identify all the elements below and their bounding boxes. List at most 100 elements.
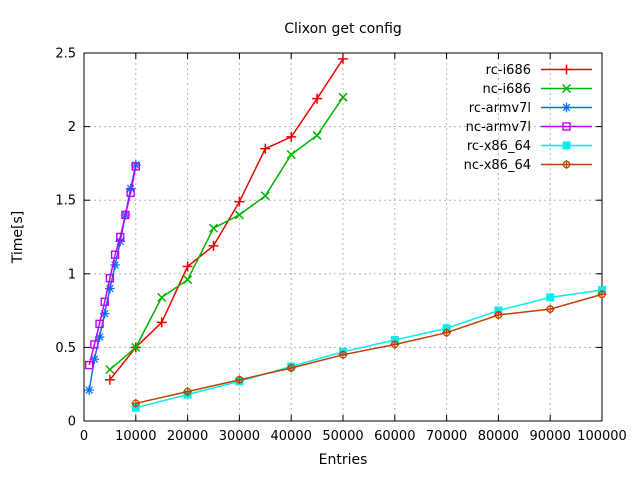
open-circle-marker [338,350,348,360]
open-circle-marker [183,387,192,396]
open-square-marker [84,360,94,370]
open-circle-marker [131,398,141,408]
open-circle-marker [562,160,571,169]
open-circle-marker [545,304,555,314]
legend-label-nc-armv7l: nc-armv7l [466,120,531,135]
open-circle-marker [597,290,607,299]
open-circle-marker [390,340,400,349]
plus-marker [104,374,115,385]
open-circle-marker [442,328,451,338]
open-square-marker [110,250,120,259]
series-nc-armv7l-line [88,166,137,366]
series-nc-i686-line [109,96,344,371]
open-circle-marker [286,363,296,373]
y-tick-label: 0 [68,415,76,430]
open-square-marker [131,162,141,171]
asterisk-marker [561,102,572,113]
legend-item-nc-i686: nc-i686 [482,82,592,97]
x-tick-label: 60000 [374,429,415,444]
legend-item-rc-x86_64: rc-x86_64 [467,139,592,154]
plus-marker [234,196,245,207]
x-tick-label: 30000 [219,429,260,444]
cross-marker [157,292,167,302]
cross-marker [561,83,572,94]
x-tick-label: 10000 [115,429,156,444]
x-tick-label: 50000 [322,429,363,444]
open-square-marker [562,122,571,131]
legend-item-rc-armv7l: rc-armv7l [469,101,592,116]
y-tick-label: 0.5 [55,341,76,356]
cross-marker [286,150,296,160]
series-rc-x86_64 [131,285,606,412]
x-tick-label: 40000 [271,429,312,444]
legend-item-nc-x86_64: nc-x86_64 [464,158,592,173]
open-square-marker [121,210,130,220]
plus-marker [260,143,271,154]
asterisk-marker [125,183,136,194]
open-square-marker [90,340,99,349]
cross-marker [312,130,322,140]
legend-label-rc-i686: rc-i686 [486,63,531,78]
cross-marker [105,364,115,375]
legend-label-rc-x86_64: rc-x86_64 [467,139,531,154]
series-rc-x86_64-line [135,289,603,409]
plus-marker [338,53,348,64]
series-nc-x86_64-line [135,293,603,405]
gridlines [84,53,602,421]
asterisk-marker [84,385,94,395]
filled-square-marker [494,306,503,315]
series-nc-i686 [105,92,348,375]
plus-marker [182,261,193,272]
series-rc-i686-line [109,58,344,381]
y-tick-label: 1.5 [55,194,76,209]
legend: rc-i686 nc-i686 rc-armv7l nc-armv7l rc-x86_6… [464,63,592,173]
filled-square-marker [546,293,555,302]
open-square-marker [105,274,115,283]
x-tick-label: 20000 [167,429,208,444]
filled-square-marker [562,141,571,150]
x-tick-label: 100000 [577,429,627,444]
x-tick-label: 80000 [478,429,519,444]
y-tick-label: 2.5 [55,47,76,62]
series-rc-i686 [104,53,348,385]
cross-marker [131,342,141,352]
filled-square-marker [390,336,399,345]
plus-marker [208,240,219,251]
series-rc-armv7l [84,160,141,395]
open-square-marker [126,188,135,198]
legend-label-rc-armv7l: rc-armv7l [469,101,531,116]
y-axis-title: Time[s] [10,211,26,264]
cross-marker [260,191,270,201]
legend-label-nc-i686: nc-i686 [482,82,531,97]
legend-item-rc-i686: rc-i686 [486,63,592,78]
chart-title: Clixon get config [284,21,402,37]
plus-marker [286,131,297,142]
plus-marker [561,64,572,75]
x-tick-label: 70000 [426,429,467,444]
x-axis-title: Entries [319,452,368,468]
x-tick-label: 90000 [530,429,571,444]
filled-square-marker [442,324,451,333]
cross-marker [183,275,193,285]
series-nc-x86_64 [131,290,607,408]
cross-marker [208,223,219,233]
open-square-marker [95,319,104,329]
open-circle-marker [235,375,244,385]
legend-item-nc-armv7l: nc-armv7l [466,120,592,135]
data-series [84,53,607,412]
filled-square-marker [131,403,140,412]
open-square-marker [100,297,109,306]
axes: 0 10000 20000 30000 40000 50000 60000 70000 8000… [55,47,627,445]
x-tick-label: 0 [80,429,88,444]
y-tick-label: 1 [68,267,76,282]
series-nc-armv7l [84,162,141,370]
open-circle-marker [494,310,503,320]
open-square-marker [116,232,125,242]
legend-label-nc-x86_64: nc-x86_64 [464,158,531,173]
plus-marker [312,93,323,104]
filled-square-marker [598,285,606,294]
cross-marker [234,210,244,220]
plus-marker [156,317,167,328]
